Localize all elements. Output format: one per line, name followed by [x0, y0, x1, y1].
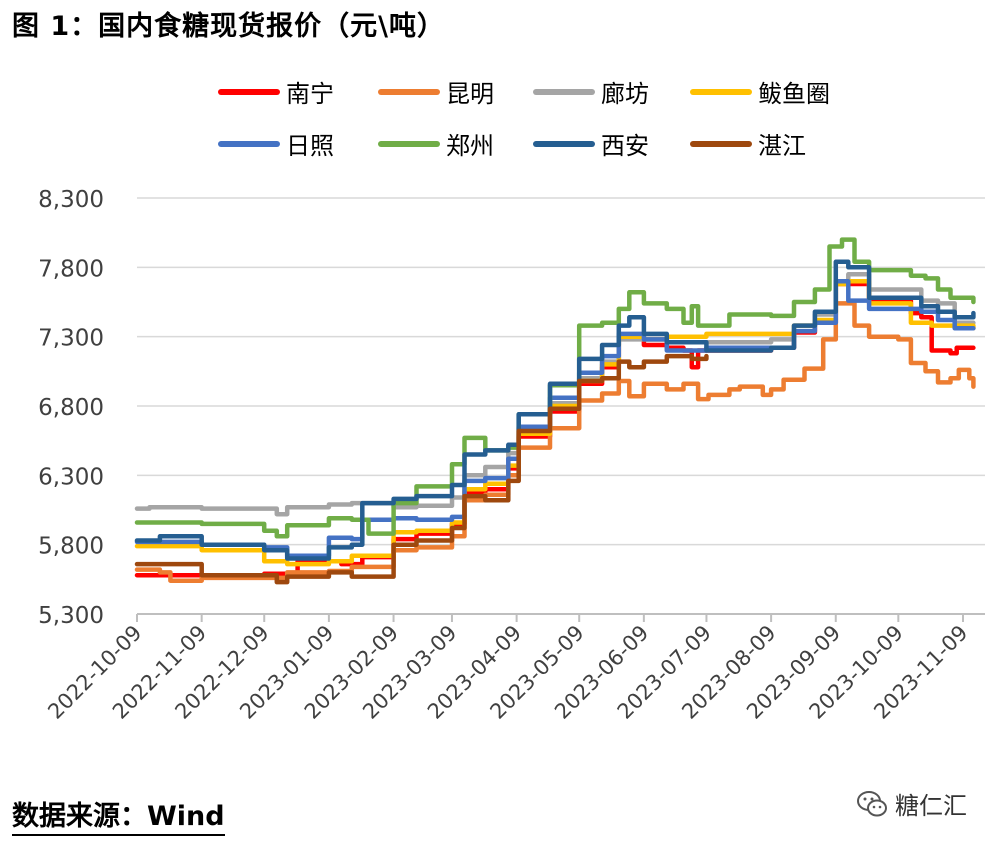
y-tick-label: 5,800: [38, 534, 104, 560]
y-tick-label: 6,800: [38, 395, 104, 421]
y-tick-label: 6,300: [38, 464, 104, 490]
figure-title: 图 1：国内食糖现货报价（元\吨）: [12, 11, 446, 42]
series-line-西安: [134, 259, 976, 561]
legend-swatch: [218, 140, 280, 147]
legend-item: 西安: [533, 126, 649, 161]
legend-swatch: [378, 88, 440, 95]
series-line-廊坊: [134, 272, 976, 517]
legend-label: 湛江: [758, 132, 806, 160]
y-tick-label: 7,800: [38, 256, 104, 282]
y-tick-label: 5,300: [38, 603, 104, 629]
legend-item: 日照: [218, 126, 334, 161]
legend-swatch: [690, 140, 752, 147]
series-line-日照: [134, 278, 976, 559]
legend-item: 鲅鱼圈: [690, 74, 830, 109]
legend-label: 南宁: [286, 80, 334, 108]
legend-item: 郑州: [378, 126, 494, 161]
legend-label: 郑州: [446, 132, 494, 160]
legend-label: 廊坊: [601, 80, 649, 108]
watermark: 糖仁汇: [855, 786, 967, 821]
y-tick-label: 8,300: [38, 187, 104, 213]
legend-item: 南宁: [218, 74, 334, 109]
legend-label: 鲅鱼圈: [758, 80, 830, 108]
wechat-icon: [857, 790, 887, 816]
legend-label: 昆明: [446, 80, 494, 108]
legend-swatch: [690, 88, 752, 95]
legend: 南宁 昆明 廊坊 鲅鱼圈日照 郑州 西安 湛江: [0, 0, 1008, 170]
legend-item: 昆明: [378, 74, 494, 109]
legend-item: 湛江: [690, 126, 806, 161]
data-source: 数据来源：Wind: [12, 800, 225, 836]
legend-swatch: [218, 88, 280, 95]
legend-swatch: [378, 140, 440, 147]
y-tick-label: 7,300: [38, 326, 104, 352]
legend-label: 西安: [601, 132, 649, 160]
legend-item: 廊坊: [533, 74, 649, 109]
watermark-text: 糖仁汇: [895, 792, 967, 820]
legend-label: 日照: [286, 132, 334, 160]
legend-swatch: [533, 88, 595, 95]
series-line-湛江: [134, 353, 709, 585]
legend-swatch: [533, 140, 595, 147]
series-line-昆明: [134, 301, 976, 583]
